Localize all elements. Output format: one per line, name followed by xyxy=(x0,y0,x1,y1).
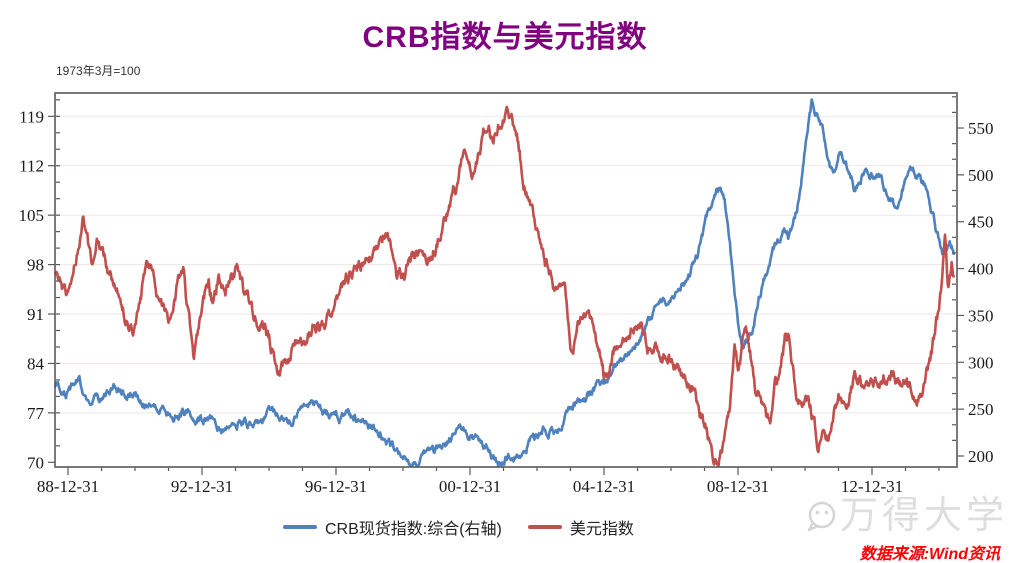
data-source-note: 数据来源:Wind资讯 xyxy=(859,546,1000,563)
svg-text:00-12-31: 00-12-31 xyxy=(439,477,501,496)
page-title: CRB指数与美元指数 xyxy=(362,21,648,54)
svg-text:84: 84 xyxy=(27,354,45,373)
watermark-text: 万得大学 xyxy=(840,495,1009,537)
legend-swatch-usd xyxy=(527,525,562,529)
grid-lines xyxy=(55,115,957,414)
legend-swatch-crb xyxy=(283,525,317,529)
axis-unit-note: 1973年3月=100 xyxy=(56,64,141,78)
svg-text:500: 500 xyxy=(968,166,994,185)
svg-text:119: 119 xyxy=(19,107,44,126)
svg-text:70: 70 xyxy=(27,453,44,472)
svg-text:400: 400 xyxy=(968,260,994,279)
y-axis-right: 550 500 450 400 350 300 250 200 xyxy=(952,96,994,466)
usd-index-line xyxy=(54,105,955,467)
legend: CRB现货指数:综合(右轴) 美元指数 xyxy=(283,515,634,539)
y-axis-left: 119 112 105 98 91 84 77 70 xyxy=(19,99,60,472)
svg-text:112: 112 xyxy=(19,157,44,176)
wechat-icon xyxy=(807,501,836,532)
svg-text:91: 91 xyxy=(27,305,44,324)
svg-text:08-12-31: 08-12-31 xyxy=(707,477,769,496)
series-lines xyxy=(54,98,955,467)
svg-text:450: 450 xyxy=(968,213,994,232)
svg-text:77: 77 xyxy=(27,404,45,423)
x-axis: 88-12-31 92-12-31 96-12-31 00-12-31 04-12-31… xyxy=(37,467,940,496)
legend-label-usd: 美元指数 xyxy=(569,521,634,538)
svg-text:550: 550 xyxy=(968,119,994,138)
svg-text:200: 200 xyxy=(968,447,994,466)
svg-text:300: 300 xyxy=(968,353,994,372)
svg-text:98: 98 xyxy=(27,256,44,275)
svg-text:105: 105 xyxy=(19,206,45,225)
legend-label-crb: CRB现货指数:综合(右轴) xyxy=(325,521,502,538)
svg-text:12-12-31: 12-12-31 xyxy=(841,477,903,496)
crb-index-line xyxy=(54,98,955,467)
svg-text:88-12-31: 88-12-31 xyxy=(37,477,99,496)
svg-text:04-12-31: 04-12-31 xyxy=(573,477,635,496)
svg-text:92-12-31: 92-12-31 xyxy=(171,477,233,496)
watermark: 万得大学 xyxy=(804,497,1008,535)
svg-text:96-12-31: 96-12-31 xyxy=(305,477,367,496)
axes xyxy=(54,92,958,468)
svg-text:350: 350 xyxy=(968,306,994,325)
svg-text:250: 250 xyxy=(968,400,994,419)
